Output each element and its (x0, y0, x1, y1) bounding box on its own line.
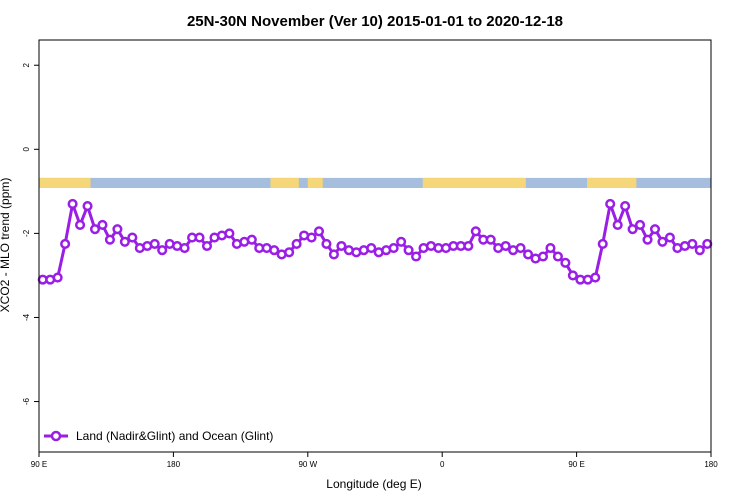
land-segment (422, 177, 526, 188)
data-point (627, 224, 638, 235)
y-tick-label: 2 (22, 62, 31, 67)
data-point (635, 219, 646, 231)
x-tick-label: 0 (440, 460, 445, 469)
data-point (127, 232, 138, 243)
data-point (545, 243, 556, 254)
data-point (269, 245, 280, 256)
data-point (597, 238, 608, 249)
y-tick-label: -2 (22, 229, 31, 237)
data-point (336, 240, 347, 252)
data-point (620, 201, 631, 212)
data-point (537, 251, 549, 262)
x-tick-label: 90 E (31, 460, 47, 469)
plot-frame (38, 39, 712, 453)
data-point (515, 243, 526, 254)
data-point (89, 224, 101, 235)
data-point (157, 245, 168, 256)
data-point (246, 234, 257, 245)
data-point (612, 219, 623, 231)
data-point (328, 249, 339, 260)
data-point (60, 238, 71, 249)
data-point (52, 272, 63, 283)
data-point (590, 272, 601, 283)
data-point (284, 247, 295, 258)
data-point (97, 219, 108, 231)
data-point (313, 226, 325, 237)
x-tick-label: 180 (704, 460, 718, 469)
data-point (321, 238, 332, 249)
land-segment (307, 177, 323, 188)
data-point (552, 251, 563, 262)
y-tick-label: 0 (22, 147, 31, 152)
data-point (119, 236, 130, 247)
data-point (470, 226, 481, 237)
data-point (224, 228, 235, 239)
x-tick-label: 90 E (568, 460, 584, 469)
data-point (649, 224, 661, 235)
data-point (366, 243, 377, 254)
data-point (179, 243, 190, 254)
data-point (657, 236, 668, 247)
x-tick-label: 180 (167, 460, 181, 469)
data-point (560, 257, 571, 268)
data-point (67, 198, 78, 210)
y-tick-label: -6 (22, 397, 31, 405)
legend-marker (50, 430, 62, 442)
data-point (702, 238, 713, 249)
data-point (112, 224, 123, 235)
data-point (396, 236, 407, 247)
data-point (291, 238, 302, 249)
y-axis: 2 0 -2 -4 -6 (22, 62, 39, 405)
data-point (687, 238, 698, 249)
data-point (306, 232, 317, 243)
data-point (500, 240, 511, 252)
data-point (411, 251, 422, 262)
legend-label: Land (Nadir&Glint) and Ocean (Glint) (76, 429, 273, 443)
data-point (82, 201, 93, 212)
data-point (201, 240, 213, 252)
data-point (388, 243, 399, 254)
y-axis-label: XCO2 - MLO trend (ppm) (0, 178, 12, 313)
data-point (75, 219, 86, 231)
land-segment (270, 177, 299, 188)
y-tick-label: -4 (22, 313, 31, 321)
data-point (605, 198, 616, 210)
x-axis-label: Longitude (deg E) (326, 477, 421, 491)
chart-title: 25N-30N November (Ver 10) 2015-01-01 to … (187, 13, 563, 30)
series-line (42, 202, 709, 282)
data-point (664, 232, 675, 243)
land-ocean-strip (39, 177, 711, 188)
x-tick-label: 90 W (298, 460, 317, 469)
data-point (149, 238, 160, 249)
land-segment (587, 177, 637, 188)
data-point (403, 245, 414, 256)
data-point (523, 249, 534, 260)
ocean-band (39, 177, 711, 188)
land-segment (39, 177, 91, 188)
data-point (194, 232, 205, 243)
legend: Land (Nadir&Glint) and Ocean (Glint) (44, 429, 273, 443)
x-axis: 90 E 180 90 W 0 90 E 180 (31, 452, 718, 469)
series-layer (37, 198, 713, 285)
data-point (485, 234, 496, 245)
data-point (567, 270, 578, 281)
data-point (463, 240, 474, 252)
data-point (694, 245, 705, 256)
data-point (642, 234, 653, 245)
data-point (104, 234, 115, 245)
